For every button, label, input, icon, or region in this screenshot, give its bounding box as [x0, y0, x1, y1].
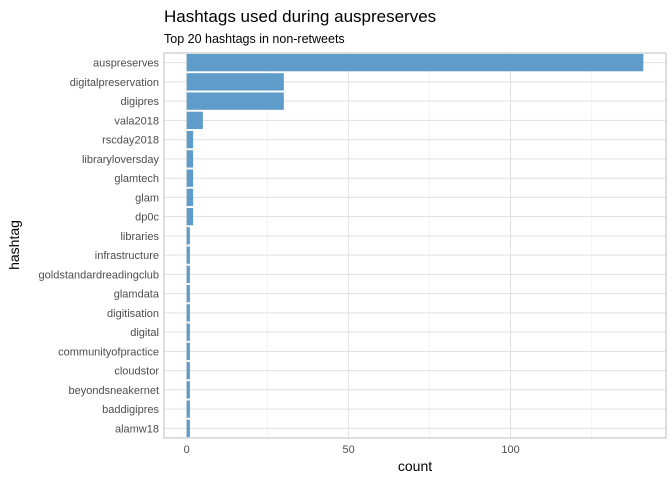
y-tick-label: infrastructure — [95, 250, 159, 262]
bar-alamw18 — [186, 419, 190, 438]
bar-libraryloversday — [186, 150, 194, 168]
y-tick-label: baddigipres — [102, 404, 159, 416]
bar-glam — [186, 188, 194, 207]
x-tick-label: 100 — [501, 444, 519, 456]
bar-beyondsneakernet — [186, 381, 190, 399]
bar-rscday2018 — [186, 130, 194, 149]
bar-glamtech — [186, 169, 194, 187]
bar-vala2018 — [186, 111, 203, 130]
y-tick-label: auspreserves — [93, 58, 160, 70]
panel-border — [163, 52, 667, 439]
y-tick-label: glamtech — [114, 173, 159, 185]
y-tick-label: digitisation — [107, 308, 159, 320]
bar-cloudstor — [186, 361, 190, 380]
y-tick-label: libraryloversday — [82, 154, 160, 166]
y-tick-label: dp0c — [135, 212, 159, 224]
bar-infrastructure — [186, 246, 190, 264]
bar-digipres — [186, 92, 284, 110]
bar-digital — [186, 323, 190, 341]
y-tick-label: cloudstor — [114, 366, 159, 378]
y-tick-label: digipres — [120, 96, 159, 108]
y-axis-title: hashtag — [6, 220, 22, 270]
bar-glamdata — [186, 284, 190, 303]
x-tick-label: 0 — [184, 444, 190, 456]
bar-baddigipres — [186, 400, 190, 418]
chart-title: Hashtags used during auspreserves — [164, 7, 436, 26]
y-tick-label: libraries — [120, 231, 159, 243]
bar-digitisation — [186, 304, 190, 322]
y-tick-label: beyondsneakernet — [68, 385, 159, 397]
bar-auspreserves — [186, 53, 644, 72]
x-tick-label: 50 — [342, 444, 354, 456]
bar-digitalpreservation — [186, 73, 284, 91]
y-tick-label: alamw18 — [115, 423, 159, 435]
y-tick-label: digitalpreservation — [70, 77, 159, 89]
bar-communityofpractice — [186, 342, 190, 361]
y-tick-label: vala2018 — [114, 115, 159, 127]
y-tick-label: rscday2018 — [102, 135, 159, 147]
x-axis-title: count — [398, 458, 432, 474]
bar-libraries — [186, 227, 190, 245]
chart-subtitle: Top 20 hashtags in non-retweets — [164, 32, 345, 46]
y-tick-label: communityofpractice — [58, 346, 159, 358]
y-tick-label: glam — [135, 192, 159, 204]
bar-goldstandardreadingclub — [186, 265, 190, 284]
y-tick-label: glamdata — [114, 289, 160, 301]
y-tick-label: digital — [130, 327, 159, 339]
y-tick-label: goldstandardreadingclub — [39, 269, 159, 281]
bar-dp0c — [186, 207, 194, 226]
